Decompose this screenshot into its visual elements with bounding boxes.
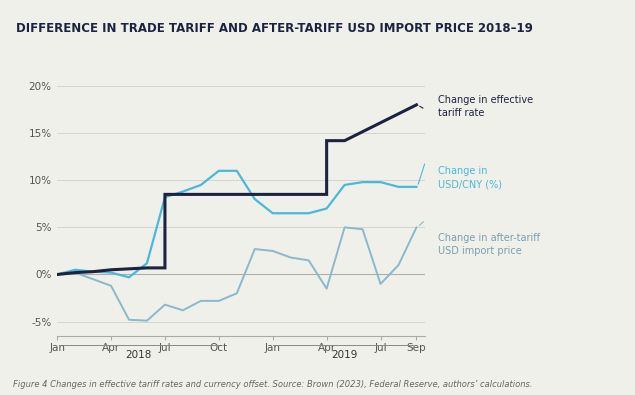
Text: Change in effective
tariff rate: Change in effective tariff rate (438, 95, 533, 118)
Text: Change in after-tariff
USD import price: Change in after-tariff USD import price (438, 233, 540, 256)
Text: Figure 4 Changes in effective tariff rates and currency offset. Source: Brown (2: Figure 4 Changes in effective tariff rat… (13, 380, 532, 389)
Text: 2018: 2018 (125, 350, 151, 360)
Text: 2019: 2019 (331, 350, 358, 360)
Text: DIFFERENCE IN TRADE TARIFF AND AFTER-TARIFF USD IMPORT PRICE 2018–19: DIFFERENCE IN TRADE TARIFF AND AFTER-TAR… (16, 22, 533, 35)
Text: Change in
USD/CNY (%): Change in USD/CNY (%) (438, 166, 502, 189)
